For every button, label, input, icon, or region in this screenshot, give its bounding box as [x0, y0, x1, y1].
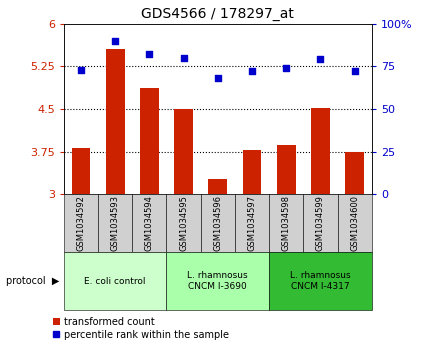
Bar — [140, 88, 159, 194]
Point — [146, 52, 153, 57]
Point — [283, 65, 290, 71]
Text: L. rhamnosus
CNCM I-3690: L. rhamnosus CNCM I-3690 — [187, 271, 248, 291]
Text: GSM1034599: GSM1034599 — [316, 195, 325, 251]
Bar — [209, 179, 227, 194]
Text: GSM1034594: GSM1034594 — [145, 195, 154, 251]
Point — [180, 55, 187, 61]
Point — [249, 69, 256, 74]
Bar — [242, 150, 261, 194]
Legend: transformed count, percentile rank within the sample: transformed count, percentile rank withi… — [51, 315, 231, 342]
Text: L. rhamnosus
CNCM I-4317: L. rhamnosus CNCM I-4317 — [290, 271, 351, 291]
Bar — [71, 148, 90, 194]
Bar — [174, 109, 193, 194]
Point — [214, 75, 221, 81]
Bar — [132, 194, 166, 252]
Title: GDS4566 / 178297_at: GDS4566 / 178297_at — [141, 7, 294, 21]
Bar — [269, 252, 372, 310]
Bar — [277, 145, 296, 194]
Text: GSM1034592: GSM1034592 — [77, 195, 85, 251]
Bar — [64, 252, 166, 310]
Text: GSM1034600: GSM1034600 — [350, 195, 359, 251]
Bar — [166, 252, 269, 310]
Bar — [166, 194, 201, 252]
Point — [317, 57, 324, 62]
Text: GSM1034598: GSM1034598 — [282, 195, 291, 251]
Bar — [303, 194, 337, 252]
Point — [112, 38, 119, 44]
Text: E. coli control: E. coli control — [84, 277, 146, 286]
Point — [77, 67, 84, 73]
Bar — [345, 152, 364, 194]
Bar — [235, 194, 269, 252]
Text: GSM1034596: GSM1034596 — [213, 195, 222, 251]
Text: GSM1034597: GSM1034597 — [248, 195, 257, 251]
Bar — [64, 194, 98, 252]
Text: GSM1034595: GSM1034595 — [179, 195, 188, 251]
Bar — [311, 108, 330, 194]
Bar — [98, 194, 132, 252]
Text: GSM1034593: GSM1034593 — [110, 195, 120, 251]
Bar — [337, 194, 372, 252]
Point — [351, 69, 358, 74]
Bar — [201, 194, 235, 252]
Text: protocol  ▶: protocol ▶ — [6, 276, 59, 286]
Bar — [106, 49, 125, 194]
Bar — [269, 194, 303, 252]
